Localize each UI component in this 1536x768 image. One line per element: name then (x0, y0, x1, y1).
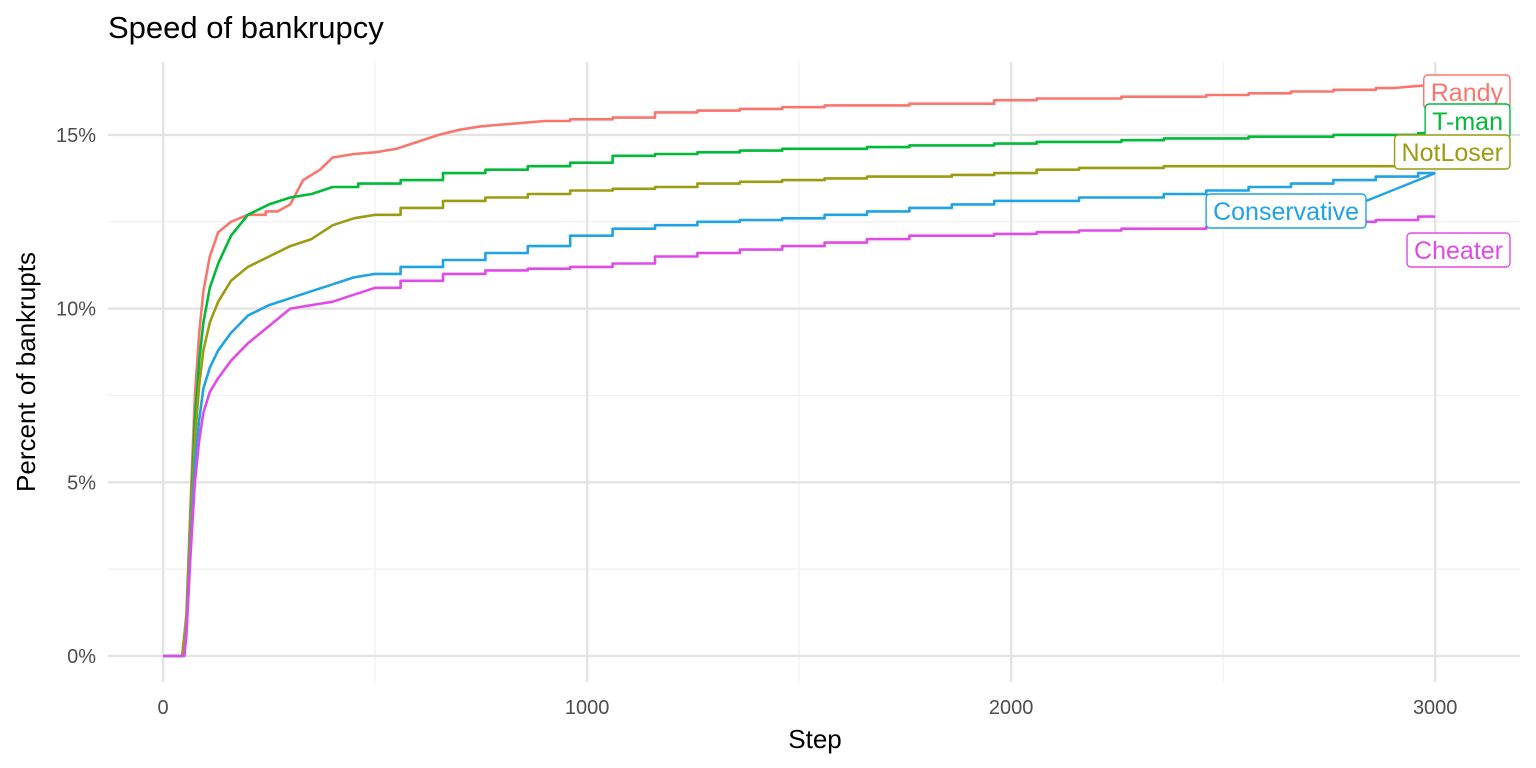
x-tick-label: 2000 (989, 697, 1034, 719)
y-tick-label: 10% (56, 299, 96, 321)
y-axis-title: Percent of bankrupts (11, 252, 41, 492)
series-label-text: Conservative (1213, 198, 1359, 226)
grid (108, 62, 1520, 682)
x-tick-label: 3000 (1413, 697, 1458, 719)
label-box (1406, 232, 1511, 268)
series-label-cheater: Cheater (1406, 232, 1511, 268)
label-box (1205, 193, 1367, 229)
series-label-text: Randy (1431, 79, 1504, 107)
series-line-notloser (163, 164, 1436, 658)
series-label-text: NotLoser (1402, 139, 1503, 167)
series-label-text: T-man (1432, 108, 1503, 136)
series-line-conservative (163, 171, 1436, 658)
label-box (1393, 134, 1511, 170)
x-tick-label: 1000 (565, 697, 610, 719)
series-label-t-man: T-man (1424, 103, 1511, 139)
x-axis-title: Step (788, 724, 842, 754)
y-tick-label: 5% (67, 472, 96, 494)
series-line-randy (163, 83, 1436, 658)
series-line-t-man (163, 131, 1436, 658)
y-tick-label: 0% (67, 646, 96, 668)
series-label-conservative: Conservative (1205, 172, 1436, 229)
chart-title: Speed of bankrupcy (108, 10, 384, 45)
axis-ticks: 0 1000 2000 3000 0% 5% 10% 15% (56, 125, 1457, 719)
x-tick-label: 0 (158, 697, 169, 719)
label-connector (1365, 172, 1436, 203)
series-label-notloser: NotLoser (1393, 134, 1511, 170)
y-tick-label: 15% (56, 125, 96, 147)
series-label-text: Cheater (1414, 237, 1503, 265)
